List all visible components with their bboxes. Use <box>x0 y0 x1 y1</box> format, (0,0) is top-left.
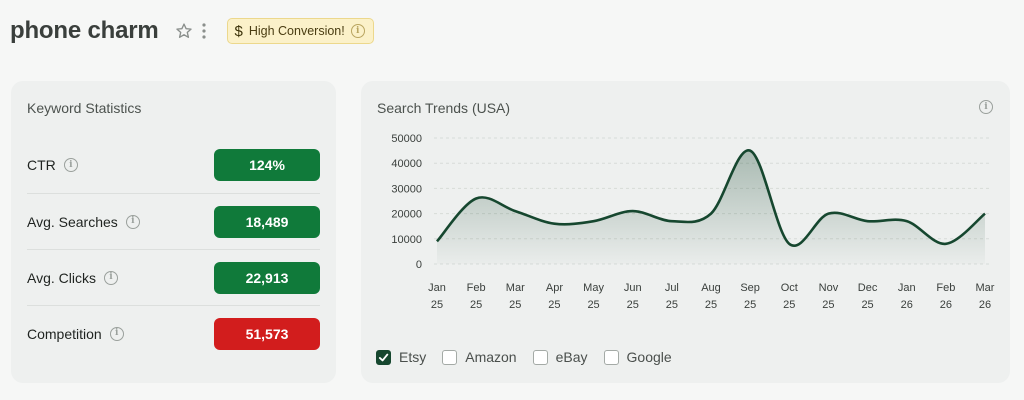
x-tick-label: Jul 25 <box>665 282 679 311</box>
x-tick-label: Mar 25 <box>506 282 525 311</box>
favorite-star-icon[interactable] <box>173 20 195 42</box>
x-tick-label: Sep 25 <box>740 282 760 311</box>
legend-label: eBay <box>555 349 588 365</box>
x-tick-label: Aug 25 <box>701 282 721 311</box>
stat-label: CTR <box>27 157 56 173</box>
legend-item-etsy[interactable]: Etsy <box>376 349 426 365</box>
dollar-icon: $ <box>234 22 243 40</box>
stat-value: 22,913 <box>214 261 320 294</box>
x-tick-label: May 25 <box>583 282 604 311</box>
series-line-etsy <box>436 149 986 247</box>
legend-label: Amazon <box>465 349 517 365</box>
stat-label: Avg. Clicks <box>27 269 96 286</box>
x-tick-label: Dec 25 <box>858 282 878 311</box>
y-tick-label: 0 <box>416 259 422 271</box>
info-icon[interactable]: i <box>63 158 78 172</box>
stat-value: 51,573 <box>214 317 320 350</box>
stat-label: Avg. Searches <box>27 213 118 230</box>
info-icon[interactable]: i <box>103 270 118 285</box>
stat-value: 18,489 <box>214 205 320 238</box>
y-tick-label: 30000 <box>391 183 422 195</box>
keyword-statistics-card: Keyword Statistics CTR i 124% Avg. Search… <box>11 81 336 383</box>
y-tick-label: 40000 <box>391 158 422 170</box>
x-tick-label: Mar 26 <box>976 282 995 311</box>
info-icon[interactable]: i <box>350 24 365 38</box>
checkbox[interactable] <box>603 349 619 365</box>
x-tick-label: Jan 26 <box>898 282 916 311</box>
legend-label: Etsy <box>399 349 427 365</box>
y-tick-label: 20000 <box>391 209 422 221</box>
search-trends-card: Search Trends (USA) i 0 10000 20000 30000 40… <box>361 81 1010 383</box>
legend-label: Google <box>626 349 672 365</box>
stat-label: Competition <box>27 325 102 342</box>
stat-row-avg-searches: Avg. Searches i 18,489 <box>27 193 320 249</box>
stat-value: 124% <box>214 149 320 181</box>
high-conversion-badge: $ High Conversion! i <box>226 18 374 44</box>
x-tick-label: Apr 25 <box>546 282 563 311</box>
x-tick-label: Feb 26 <box>936 282 955 311</box>
info-icon[interactable]: i <box>125 214 140 229</box>
checkbox[interactable] <box>442 349 458 365</box>
info-icon[interactable]: i <box>979 100 993 114</box>
x-tick-label: Oct 25 <box>781 282 798 311</box>
y-tick-label: 10000 <box>391 234 422 246</box>
chart-legend: Etsy Amazon eBay Google <box>376 349 672 365</box>
x-tick-label: Jan 25 <box>428 282 446 311</box>
legend-item-ebay[interactable]: eBay <box>532 349 588 365</box>
x-tick-label: Feb 25 <box>467 282 486 311</box>
badge-label: High Conversion! <box>248 24 345 38</box>
legend-item-amazon[interactable]: Amazon <box>442 349 517 365</box>
page-header: phone charm $ High Conversion! i <box>10 12 374 50</box>
page-title: phone charm <box>10 17 159 44</box>
y-tick-label: 50000 <box>391 133 422 145</box>
search-trends-chart: 0 10000 20000 30000 40000 50000 Jan 25 Feb 25 Mar 2… <box>391 133 995 311</box>
card-title: Keyword Statistics <box>27 100 142 116</box>
x-tick-label: Jun 25 <box>624 282 642 311</box>
legend-item-google[interactable]: Google <box>603 349 672 365</box>
info-icon[interactable]: i <box>109 326 124 341</box>
checkbox[interactable] <box>376 349 391 365</box>
more-options-icon[interactable] <box>197 20 211 42</box>
series-area <box>437 150 985 264</box>
card-title: Search Trends (USA) <box>377 100 511 116</box>
checkbox[interactable] <box>532 349 548 365</box>
stat-row-competition: Competition i 51,573 <box>27 305 320 361</box>
stat-row-ctr: CTR i 124% <box>27 137 320 193</box>
x-tick-label: Nov 25 <box>819 282 839 311</box>
stat-row-avg-clicks: Avg. Clicks i 22,913 <box>27 249 320 305</box>
